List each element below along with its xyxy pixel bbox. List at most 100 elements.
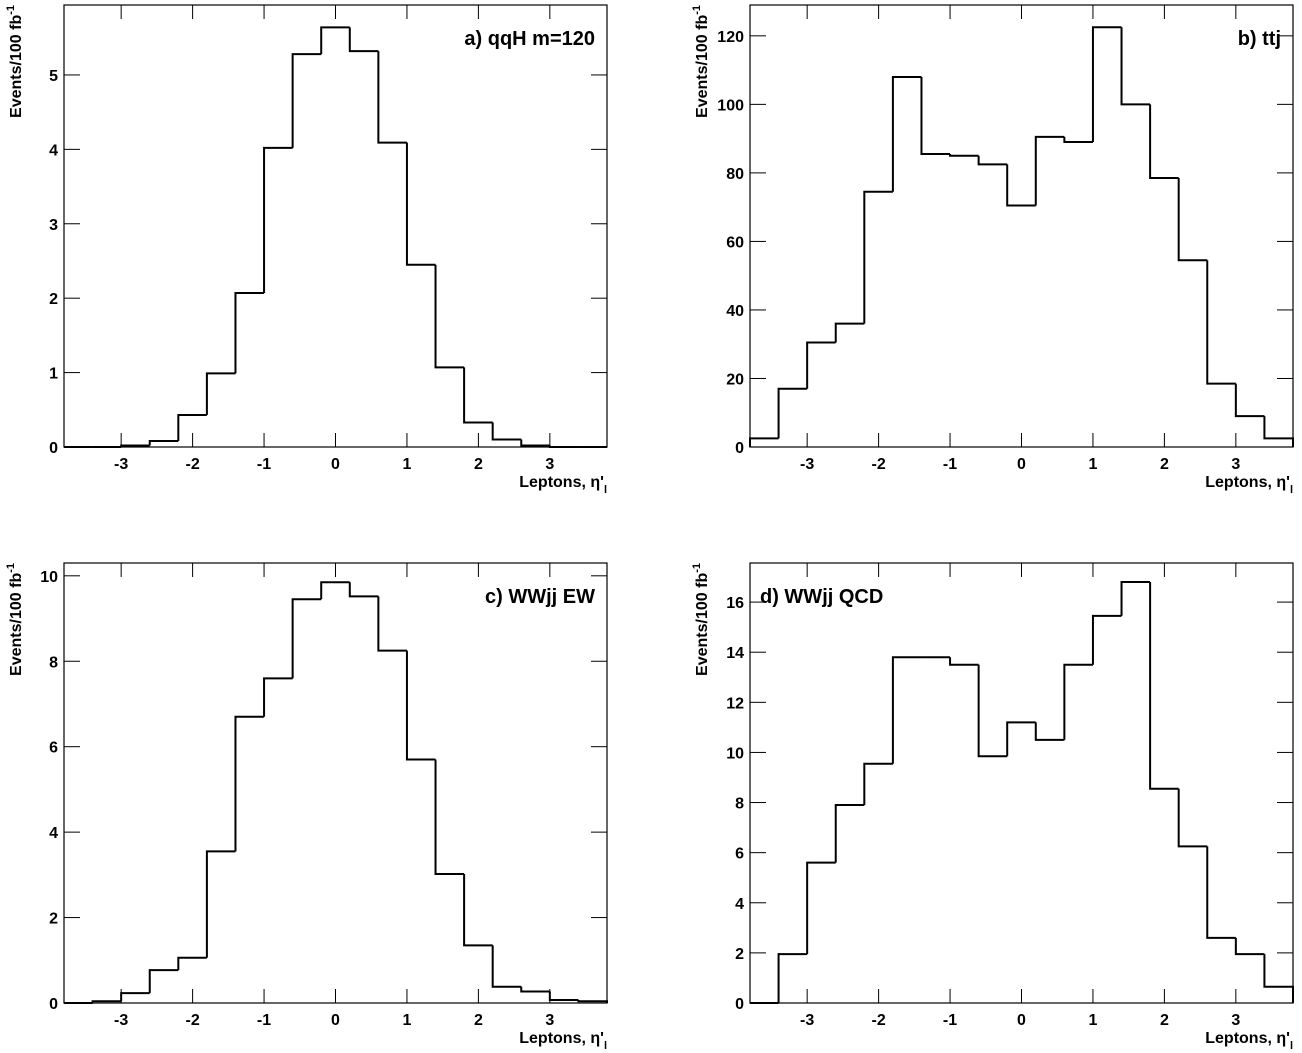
histogram-bin xyxy=(1177,178,1208,262)
histogram-bin xyxy=(1034,135,1065,206)
y-tick-label: 100 xyxy=(717,97,744,114)
histogram-bin xyxy=(1263,954,1294,1003)
y-tick-label: 80 xyxy=(726,166,744,183)
panel-title: c) WWjj EW xyxy=(485,586,595,608)
y-tick-label: 0 xyxy=(49,440,58,457)
x-tick-label: -2 xyxy=(185,456,199,473)
histogram-bin xyxy=(205,850,236,958)
x-tick-label: -2 xyxy=(871,456,885,473)
histogram-bin xyxy=(777,953,808,1003)
x-axis-label: Leptons, η'l xyxy=(1205,474,1293,496)
y-axis-label: Events/100 fb-1 xyxy=(691,563,711,676)
y-axis-label-sup: -1 xyxy=(5,5,17,15)
x-axis-label: Leptons, η'l xyxy=(519,474,607,496)
panel: -3 -2 -1 0 1 2 3 0 20 40 60 80 100 120 b) ttj Leptons, … xyxy=(691,4,1294,496)
histogram-bin xyxy=(148,440,179,446)
histogram-bin xyxy=(863,762,893,806)
y-tick-label: 16 xyxy=(726,595,744,612)
histogram-bin xyxy=(977,664,1008,758)
x-axis-label: Leptons, η'l xyxy=(1205,1030,1293,1052)
y-axis-label-sup: -1 xyxy=(5,563,17,573)
y-axis-label-main: Events/100 fb xyxy=(8,573,25,676)
x-axis-label-main: Leptons, η' xyxy=(1205,474,1290,491)
plot-frame xyxy=(63,562,608,1004)
y-tick-label: 4 xyxy=(49,825,58,842)
histogram-bin xyxy=(463,367,493,424)
x-axis-label-main: Leptons, η' xyxy=(1205,1030,1290,1047)
histogram-bin xyxy=(1206,260,1236,385)
y-tick-label: 120 xyxy=(717,29,744,46)
plot-frame xyxy=(63,4,608,448)
y-axis-label-sup: -1 xyxy=(691,563,703,573)
y-tick-label: 0 xyxy=(735,440,744,457)
panel-title: a) qqH m=120 xyxy=(464,28,595,50)
histogram-bin xyxy=(177,414,207,442)
histogram-bin xyxy=(1063,663,1093,740)
x-tick-label: -3 xyxy=(114,456,128,473)
histogram-bin xyxy=(1091,614,1122,665)
histogram-bin xyxy=(120,992,150,1002)
histogram-bin xyxy=(891,75,922,192)
y-tick-label: 6 xyxy=(49,740,58,757)
y-tick-label: 2 xyxy=(49,911,58,928)
y-tick-label: 6 xyxy=(735,846,744,863)
y-tick-label: 2 xyxy=(735,946,744,963)
x-tick-label: -3 xyxy=(114,1012,128,1029)
histogram-bin xyxy=(348,582,379,598)
y-axis-label-sup: -1 xyxy=(691,5,703,15)
histogram-bin xyxy=(491,945,522,988)
histogram-bin xyxy=(863,190,893,324)
histogram-bin xyxy=(834,322,865,343)
histogram-bin xyxy=(291,53,322,148)
histogram-bin xyxy=(177,956,207,971)
y-axis-label: Events/100 fb-1 xyxy=(691,5,711,118)
histogram-bin xyxy=(1006,164,1036,207)
x-tick-label: -3 xyxy=(800,1012,814,1029)
histogram-bin xyxy=(1177,788,1208,848)
panel-title: b) ttj xyxy=(1238,28,1281,50)
x-tick-label: 0 xyxy=(331,1012,340,1029)
y-axis-label-main: Events/100 fb xyxy=(8,15,25,118)
x-tick-label: 3 xyxy=(545,456,554,473)
x-tick-label: 1 xyxy=(402,456,411,473)
histogram-bin xyxy=(234,291,265,374)
plot-frame xyxy=(749,4,1294,448)
y-axis-label-main: Events/100 fb xyxy=(694,15,711,118)
histogram-bin xyxy=(520,439,550,447)
x-tick-label: 0 xyxy=(1017,456,1026,473)
x-tick-label: 2 xyxy=(1160,1012,1169,1029)
x-tick-label: 3 xyxy=(545,1012,554,1029)
x-tick-label: -1 xyxy=(257,1012,271,1029)
histogram-bin xyxy=(806,861,836,955)
panel-title: d) WWjj QCD xyxy=(760,586,883,608)
panel: -3 -2 -1 0 1 2 3 0 1 2 3 4 5 a) qqH m=120 Leptons, η'l… xyxy=(5,4,608,496)
x-tick-label: -2 xyxy=(185,1012,199,1029)
y-axis-label: Events/100 fb-1 xyxy=(5,563,25,676)
y-tick-label: 5 xyxy=(49,68,58,85)
histogram-bin xyxy=(977,155,1008,166)
y-tick-label: 60 xyxy=(726,234,744,251)
y-tick-label: 3 xyxy=(49,217,58,234)
histogram-bin xyxy=(1206,846,1236,939)
x-axis-label-main: Leptons, η' xyxy=(519,474,604,491)
histogram-bin xyxy=(806,341,836,389)
histogram-bin xyxy=(405,142,436,266)
histogram-bin xyxy=(1120,27,1151,106)
y-tick-label: 8 xyxy=(49,654,58,671)
y-tick-label: 20 xyxy=(726,371,744,388)
histogram-bin xyxy=(405,650,436,761)
x-tick-label: 0 xyxy=(1017,1012,1026,1029)
y-tick-label: 0 xyxy=(735,996,744,1013)
histogram-bin xyxy=(1263,416,1294,447)
x-tick-label: 1 xyxy=(1088,1012,1097,1029)
y-tick-label: 4 xyxy=(735,896,744,913)
histogram-bin xyxy=(205,372,236,416)
histogram-bin xyxy=(1234,937,1265,956)
histogram-bin xyxy=(1063,136,1093,144)
x-tick-label: 2 xyxy=(474,456,483,473)
histogram-bin xyxy=(920,76,951,156)
x-axis-label-sub: l xyxy=(604,1040,607,1052)
histogram-bin xyxy=(320,581,350,600)
histogram-bin xyxy=(348,27,379,53)
